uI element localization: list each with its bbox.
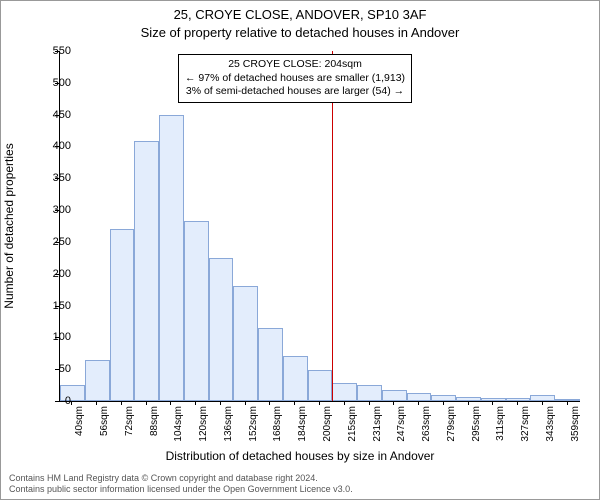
y-tick-label: 100 [31, 331, 71, 343]
info-box-line-2: ← 97% of detached houses are smaller (1,… [185, 72, 405, 86]
x-tick-label: 295sqm [471, 406, 482, 442]
histogram-bar [456, 397, 481, 401]
x-tick-mark [71, 401, 72, 405]
histogram-bar [159, 115, 184, 401]
x-tick-label: 343sqm [545, 406, 556, 442]
y-tick-label: 250 [31, 236, 71, 248]
x-tick-label: 120sqm [198, 406, 209, 442]
histogram-bar [134, 141, 159, 401]
y-tick-label: 350 [31, 172, 71, 184]
x-tick-label: 104sqm [173, 406, 184, 442]
x-tick-mark [245, 401, 246, 405]
chart-container: 25, CROYE CLOSE, ANDOVER, SP10 3AF Size … [0, 0, 600, 500]
info-box-line-1: 25 CROYE CLOSE: 204sqm [185, 58, 405, 72]
y-tick-label: 300 [31, 204, 71, 216]
x-tick-mark [517, 401, 518, 405]
histogram-bar [407, 393, 432, 401]
x-tick-mark [393, 401, 394, 405]
y-tick-mark [55, 369, 59, 370]
y-tick-label: 500 [31, 77, 71, 89]
info-box-line-3: 3% of semi-detached houses are larger (5… [185, 85, 405, 99]
histogram-bar [431, 395, 456, 401]
histogram-bar [85, 360, 110, 401]
x-tick-label: 152sqm [248, 406, 259, 442]
x-tick-mark [542, 401, 543, 405]
y-tick-label: 50 [31, 363, 71, 375]
y-tick-label: 550 [31, 45, 71, 57]
x-tick-mark [121, 401, 122, 405]
x-tick-mark [220, 401, 221, 405]
x-tick-label: 215sqm [347, 406, 358, 442]
x-tick-label: 200sqm [322, 406, 333, 442]
chart-title-address: 25, CROYE CLOSE, ANDOVER, SP10 3AF [1, 7, 599, 22]
y-tick-mark [55, 242, 59, 243]
footer-line-1: Contains HM Land Registry data © Crown c… [9, 473, 353, 484]
histogram-bar [233, 286, 258, 401]
x-tick-label: 72sqm [124, 406, 135, 436]
x-tick-label: 56sqm [99, 406, 110, 436]
histogram-bar [209, 258, 234, 401]
histogram-bar [308, 370, 333, 401]
x-tick-label: 247sqm [396, 406, 407, 442]
y-tick-label: 150 [31, 300, 71, 312]
y-tick-label: 0 [31, 395, 71, 407]
histogram-bar [530, 395, 555, 401]
x-tick-mark [443, 401, 444, 405]
x-tick-mark [492, 401, 493, 405]
y-tick-mark [55, 210, 59, 211]
histogram-bar [382, 390, 407, 401]
x-tick-label: 279sqm [446, 406, 457, 442]
x-tick-mark [567, 401, 568, 405]
x-axis-label: Distribution of detached houses by size … [1, 449, 599, 463]
footer-attribution: Contains HM Land Registry data © Crown c… [9, 473, 353, 495]
y-tick-mark [55, 51, 59, 52]
x-tick-mark [294, 401, 295, 405]
y-tick-label: 400 [31, 140, 71, 152]
x-tick-mark [468, 401, 469, 405]
y-tick-mark [55, 178, 59, 179]
x-tick-mark [195, 401, 196, 405]
y-tick-mark [55, 274, 59, 275]
histogram-bar [258, 328, 283, 401]
histogram-bar [283, 356, 308, 401]
y-tick-mark [55, 115, 59, 116]
x-tick-label: 359sqm [570, 406, 581, 442]
info-box: 25 CROYE CLOSE: 204sqm← 97% of detached … [178, 54, 412, 103]
x-tick-label: 327sqm [520, 406, 531, 442]
histogram-bar [332, 383, 357, 401]
x-tick-label: 184sqm [297, 406, 308, 442]
y-tick-mark [55, 83, 59, 84]
y-tick-mark [55, 306, 59, 307]
x-tick-mark [418, 401, 419, 405]
y-tick-mark [55, 146, 59, 147]
x-tick-mark [369, 401, 370, 405]
histogram-bar [184, 221, 209, 401]
x-tick-label: 88sqm [149, 406, 160, 436]
x-tick-label: 40sqm [74, 406, 85, 436]
x-tick-label: 231sqm [372, 406, 383, 442]
chart-subtitle: Size of property relative to detached ho… [1, 25, 599, 40]
x-tick-label: 263sqm [421, 406, 432, 442]
plot-area: 25 CROYE CLOSE: 204sqm← 97% of detached … [59, 51, 580, 402]
x-tick-mark [146, 401, 147, 405]
property-marker-line [332, 51, 333, 401]
footer-line-2: Contains public sector information licen… [9, 484, 353, 495]
x-tick-mark [269, 401, 270, 405]
x-tick-mark [319, 401, 320, 405]
y-tick-label: 200 [31, 268, 71, 280]
x-tick-label: 136sqm [223, 406, 234, 442]
histogram-bar [357, 385, 382, 401]
x-tick-label: 168sqm [272, 406, 283, 442]
y-tick-label: 450 [31, 109, 71, 121]
y-axis-label: Number of detached properties [2, 143, 16, 308]
x-tick-label: 311sqm [495, 406, 506, 441]
x-tick-mark [344, 401, 345, 405]
y-tick-mark [55, 401, 59, 402]
x-tick-mark [96, 401, 97, 405]
y-tick-mark [55, 337, 59, 338]
histogram-bar [555, 399, 580, 401]
x-tick-mark [170, 401, 171, 405]
histogram-bar [110, 229, 135, 401]
